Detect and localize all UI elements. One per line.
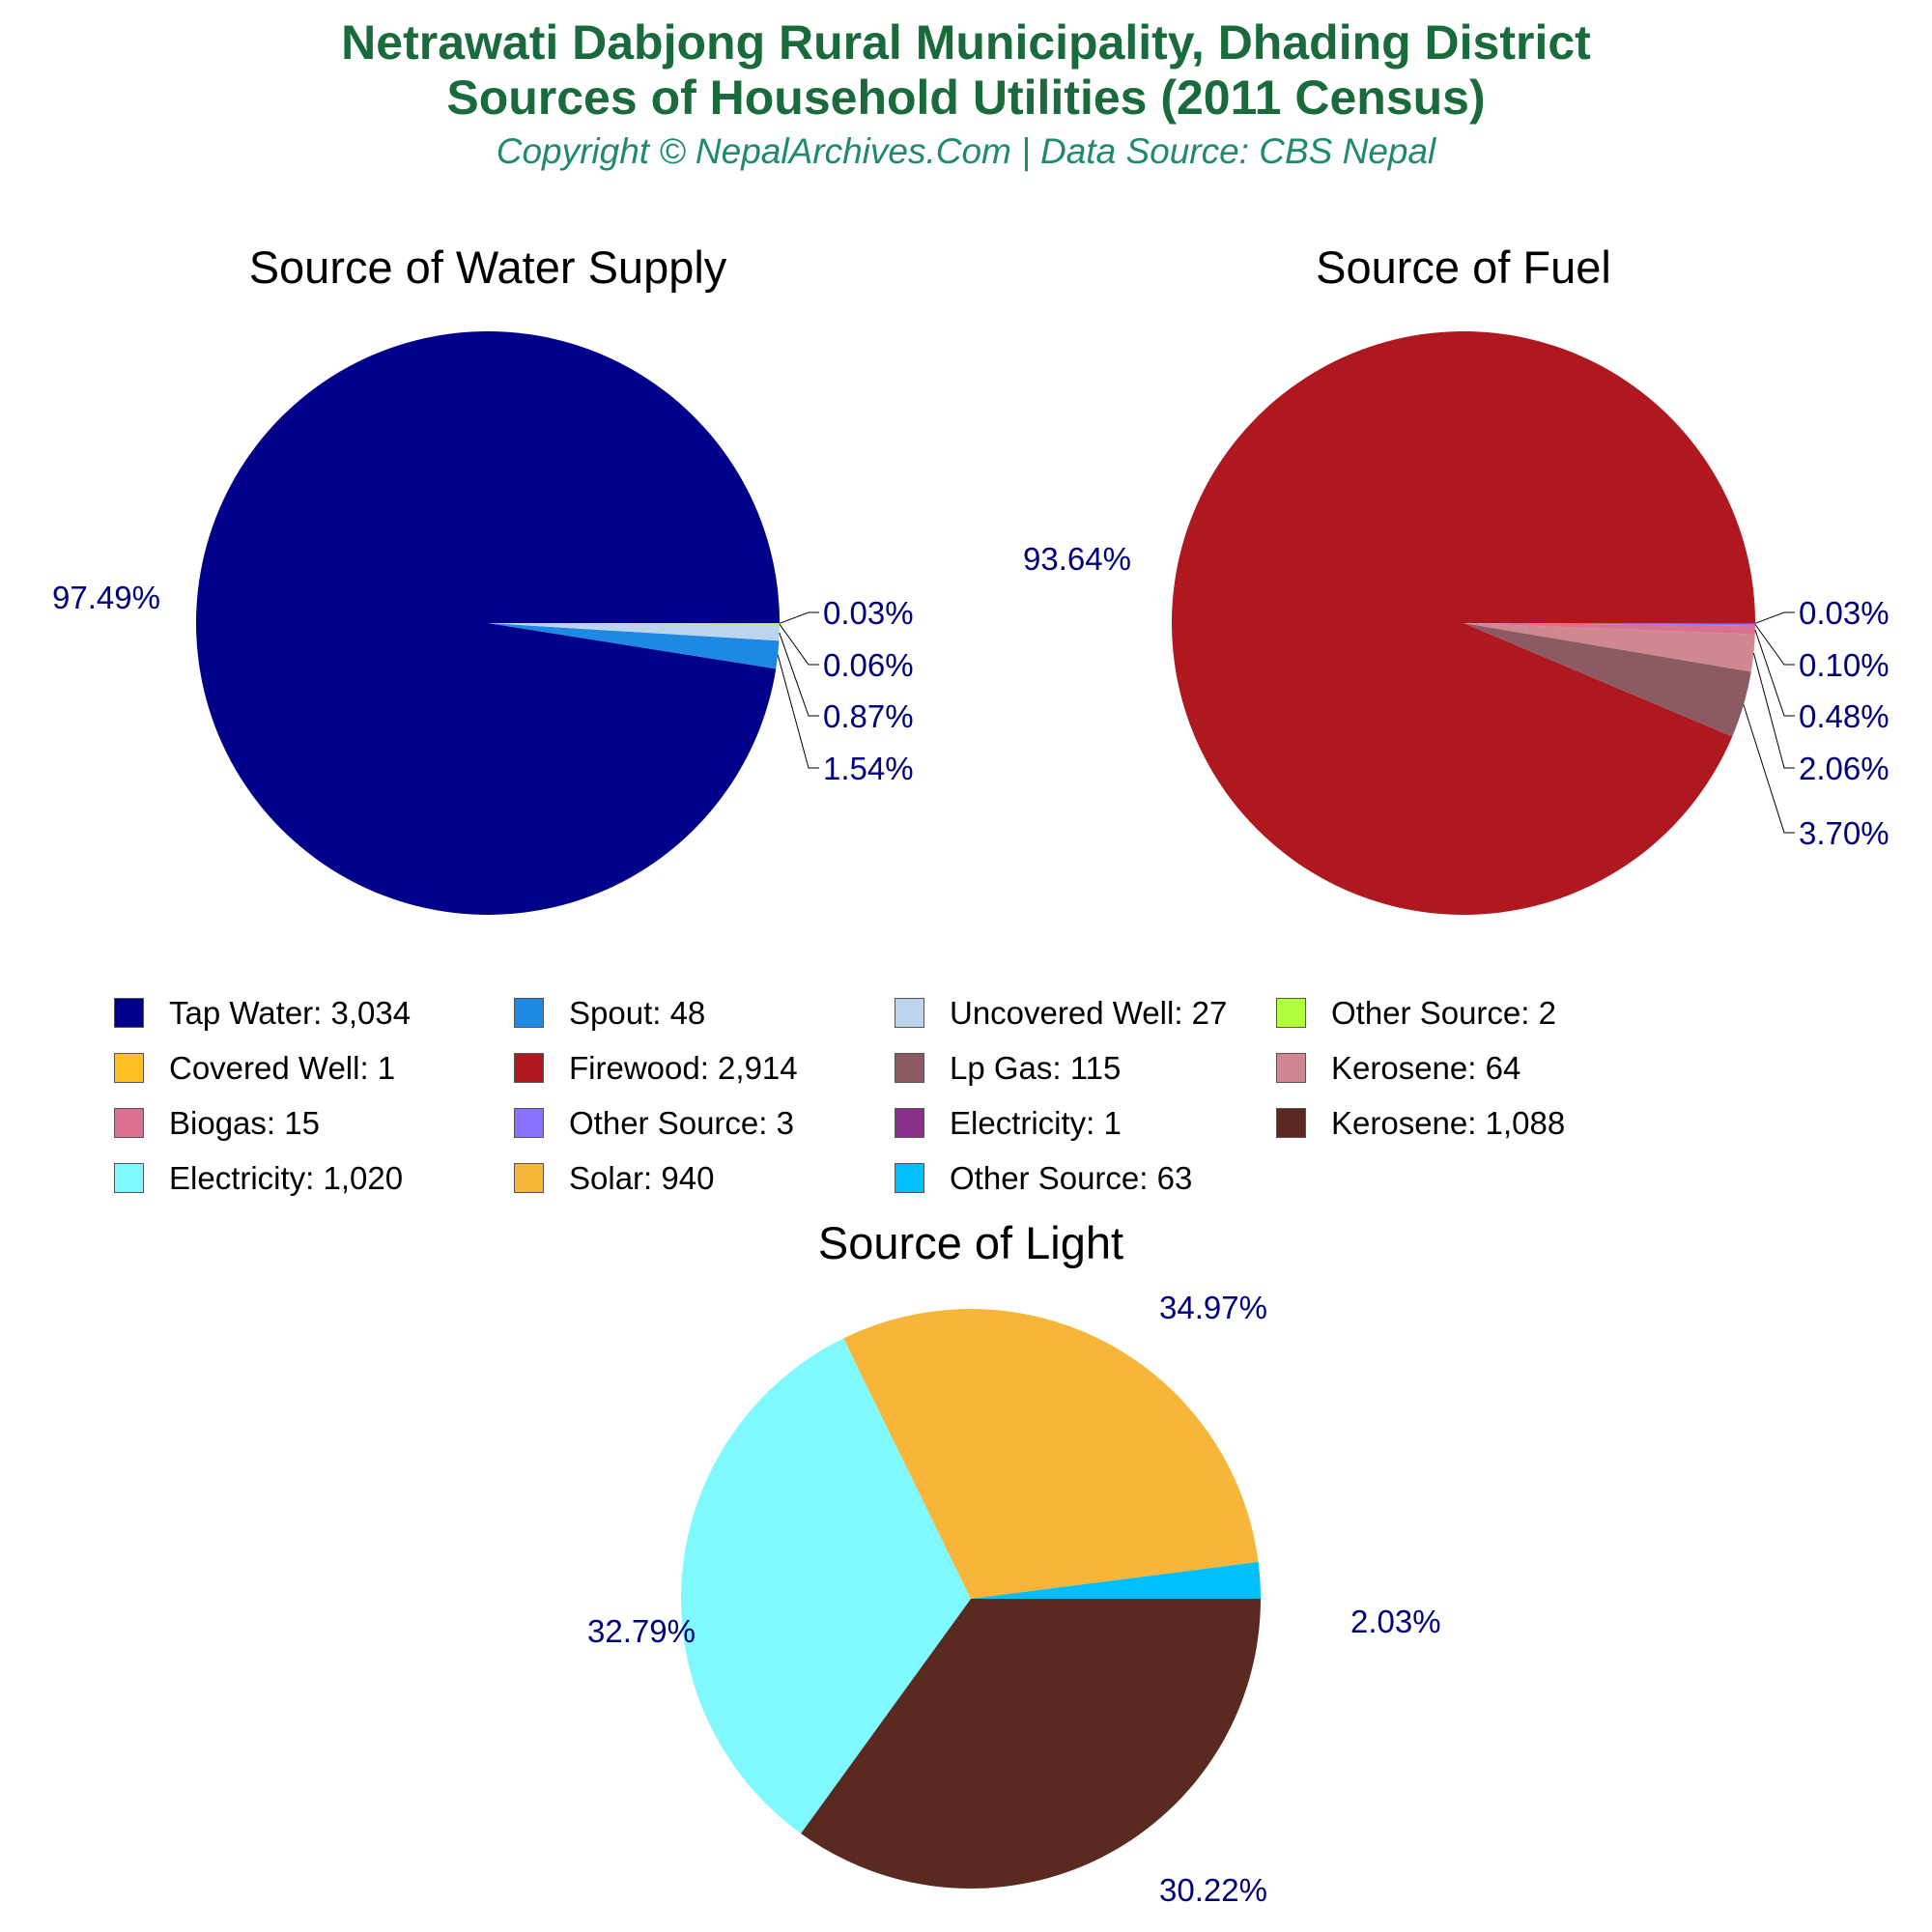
slice-percent-label: 2.03% xyxy=(1350,1604,1441,1639)
fuel-pie: Source of Fuel 93.64% 3.70% 2.06% 0.48% 0.10%… xyxy=(1023,242,1889,916)
slice-percent-label: 93.64% xyxy=(1023,541,1131,577)
legend-item: Other Source: 63 xyxy=(895,1160,1192,1197)
slice-percent-label: 97.49% xyxy=(52,580,160,615)
pie-slice xyxy=(488,623,781,624)
legend-label: Kerosene: 1,088 xyxy=(1331,1104,1566,1141)
legend-item: Kerosene: 1,088 xyxy=(1276,1105,1565,1142)
legend-label: Firewood: 2,914 xyxy=(569,1049,798,1086)
copyright-text: Copyright © NepalArchives.Com | Data Sou… xyxy=(496,131,1436,171)
chart-title-line1: Netrawati Dabjong Rural Municipality, Dh… xyxy=(341,15,1591,70)
pie-title: Source of Water Supply xyxy=(249,242,727,293)
legend-item: Solar: 940 xyxy=(514,1160,714,1197)
legend-swatch xyxy=(114,998,144,1028)
legend-item: Tap Water: 3,034 xyxy=(114,995,411,1032)
legend-label: Tap Water: 3,034 xyxy=(169,994,412,1031)
legend-label: Kerosene: 64 xyxy=(1331,1049,1521,1086)
pie-slice xyxy=(195,330,781,915)
legend-item: Electricity: 1 xyxy=(895,1105,1122,1142)
legend-item: Spout: 48 xyxy=(514,995,705,1032)
slice-percent-label: 0.06% xyxy=(823,647,914,683)
chart-title-line2: Sources of Household Utilities (2011 Cen… xyxy=(446,71,1486,125)
pie-title: Source of Light xyxy=(818,1217,1123,1268)
legend-label: Uncovered Well: 27 xyxy=(950,994,1228,1031)
slice-percent-label: 32.79% xyxy=(587,1613,696,1649)
legend-item: Firewood: 2,914 xyxy=(514,1050,798,1087)
label-leader-line xyxy=(1754,629,1795,717)
legend-label: Electricity: 1 xyxy=(950,1104,1122,1141)
legend-item: Other Source: 2 xyxy=(1276,995,1556,1032)
label-leader-line xyxy=(779,611,819,624)
legend-item: Other Source: 3 xyxy=(514,1105,794,1142)
legend-item: Lp Gas: 115 xyxy=(895,1050,1121,1087)
slice-percent-label: 0.48% xyxy=(1799,698,1889,734)
legend-label: Spout: 48 xyxy=(569,994,706,1031)
legend-label: Biogas: 15 xyxy=(169,1104,320,1141)
legend-swatch xyxy=(895,998,924,1028)
pie-slice xyxy=(1172,331,1755,916)
label-leader-line xyxy=(779,632,819,717)
legend-swatch xyxy=(1276,998,1306,1028)
slice-percent-label: 3.70% xyxy=(1799,815,1889,851)
legend-label: Electricity: 1,020 xyxy=(169,1159,404,1196)
legend-row: Tap Water: 3,034 Spout: 48 Uncovered Well:… xyxy=(114,985,1853,1040)
legend-swatch xyxy=(114,1108,144,1138)
slice-percent-label: 0.03% xyxy=(823,595,914,631)
slice-percent-label: 0.03% xyxy=(1799,595,1889,631)
pie-slice xyxy=(1463,623,1751,737)
legend-row: Covered Well: 1 Firewood: 2,914 Lp Gas: 11… xyxy=(114,1040,1853,1095)
pie-slice xyxy=(843,1308,1259,1599)
legend-swatch xyxy=(895,1053,924,1083)
pie-slice xyxy=(801,1599,1261,1889)
legend-swatch xyxy=(895,1163,924,1193)
legend-swatch xyxy=(514,998,544,1028)
legend-label: Covered Well: 1 xyxy=(169,1049,396,1086)
pie-slice xyxy=(1463,623,1755,672)
light-pie: Source of Light 34.97% 32.79% 30.22% 2.03% xyxy=(587,1217,1441,1908)
legend-item: Covered Well: 1 xyxy=(114,1050,395,1087)
pie-slice xyxy=(1463,623,1755,626)
slice-percent-label: 0.87% xyxy=(823,698,914,734)
water-supply-pie: Source of Water Supply 97.49% 1.54% 0.87% 0.… xyxy=(52,242,914,915)
legend-swatch xyxy=(514,1053,544,1083)
pie-title: Source of Fuel xyxy=(1316,242,1611,293)
label-leader-line xyxy=(1752,652,1795,769)
legend-item: Electricity: 1,020 xyxy=(114,1160,403,1197)
slice-percent-label: 30.22% xyxy=(1159,1872,1267,1908)
legend-label: Other Source: 3 xyxy=(569,1104,794,1141)
legend-swatch xyxy=(514,1108,544,1138)
legend-label: Other Source: 63 xyxy=(950,1159,1193,1196)
label-leader-line xyxy=(1754,611,1795,624)
slice-percent-label: 1.54% xyxy=(823,751,914,786)
pie-slice xyxy=(971,1561,1261,1599)
pie-slice xyxy=(680,1338,971,1834)
legend-item: Kerosene: 64 xyxy=(1276,1050,1520,1087)
legend-row: Electricity: 1,020 Solar: 940 Other Source… xyxy=(114,1151,1853,1206)
label-leader-line xyxy=(1743,704,1795,834)
pie-slice xyxy=(488,623,780,669)
legend-swatch xyxy=(895,1108,924,1138)
label-leader-line xyxy=(1754,624,1795,666)
legend-row: Biogas: 15 Other Source: 3 Electricity: 1 K… xyxy=(114,1095,1853,1151)
label-leader-line xyxy=(777,654,819,769)
legend-swatch xyxy=(114,1163,144,1193)
legend-swatch xyxy=(514,1163,544,1193)
legend-label: Lp Gas: 115 xyxy=(950,1049,1122,1086)
legend-label: Solar: 940 xyxy=(569,1159,715,1196)
slice-percent-label: 34.97% xyxy=(1159,1290,1267,1325)
legend: Tap Water: 3,034 Spout: 48 Uncovered Well:… xyxy=(114,985,1853,1206)
label-leader-line xyxy=(779,623,819,666)
pie-slice xyxy=(488,623,780,625)
legend-label: Other Source: 2 xyxy=(1331,994,1556,1031)
legend-swatch xyxy=(1276,1053,1306,1083)
legend-swatch xyxy=(1276,1108,1306,1138)
slice-percent-label: 2.06% xyxy=(1799,751,1889,786)
legend-item: Uncovered Well: 27 xyxy=(895,995,1227,1032)
pie-slice xyxy=(1463,623,1755,635)
legend-item: Biogas: 15 xyxy=(114,1105,320,1142)
pie-slice xyxy=(1463,623,1756,624)
slice-percent-label: 0.10% xyxy=(1799,647,1889,683)
legend-swatch xyxy=(114,1053,144,1083)
pie-slice xyxy=(488,623,780,641)
